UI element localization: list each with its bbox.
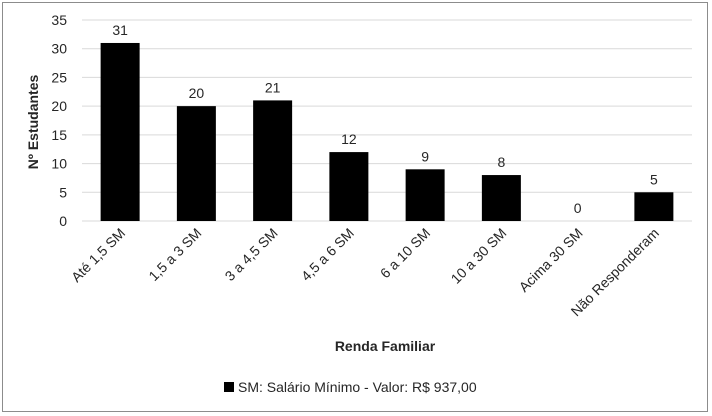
- y-tick-label: 10: [51, 156, 67, 172]
- data-labels: 31 20 21 12 9 8 0 5: [112, 22, 658, 216]
- y-tick-label: 20: [51, 98, 67, 114]
- legend-label: SM: Salário Mínimo - Valor: R$ 937,00: [238, 379, 477, 395]
- bar: [100, 42, 140, 221]
- data-label: 0: [574, 200, 582, 216]
- y-tick-labels: 0 5 10 15 20 25 30 35: [51, 12, 67, 229]
- legend: SM: Salário Mínimo - Valor: R$ 937,00: [224, 379, 477, 395]
- bar: [176, 106, 216, 221]
- bar: [481, 175, 521, 221]
- x-tick-label: 10 a 30 SM: [448, 225, 510, 287]
- data-label: 12: [341, 131, 357, 147]
- bar: [405, 169, 445, 221]
- bars: [100, 42, 674, 221]
- y-tick-label: 0: [59, 213, 67, 229]
- x-axis-title: Renda Familiar: [335, 338, 436, 354]
- y-tick-label: 15: [51, 127, 67, 143]
- y-tick-label: 35: [51, 12, 67, 28]
- y-tick-label: 30: [51, 41, 67, 57]
- bar: [329, 152, 369, 221]
- grid-lines: [82, 19, 692, 222]
- x-tick-label: Até 1,5 SM: [68, 225, 128, 285]
- x-tick-labels: Até 1,5 SM 1,5 a 3 SM 3 a 4,5 SM 4,5 a 6 SM…: [68, 225, 662, 319]
- data-label: 31: [112, 22, 128, 38]
- y-axis-title: Nº Estudantes: [25, 75, 41, 170]
- x-tick-label: 4,5 a 6 SM: [298, 225, 357, 284]
- data-label: 20: [189, 85, 205, 101]
- data-label: 9: [421, 148, 429, 164]
- legend-swatch: [224, 382, 234, 392]
- x-tick-label: 3 a 4,5 SM: [222, 225, 281, 284]
- x-tick-label: Acima 30 SM: [516, 225, 586, 295]
- x-tick-label: 6 a 10 SM: [377, 225, 433, 281]
- bar: [253, 100, 293, 221]
- data-label: 21: [265, 79, 281, 95]
- bar: [634, 192, 674, 221]
- data-label: 5: [650, 171, 658, 187]
- y-tick-label: 5: [59, 184, 67, 200]
- data-label: 8: [497, 154, 505, 170]
- x-tick-label: 1,5 a 3 SM: [145, 225, 204, 284]
- y-tick-label: 25: [51, 69, 67, 85]
